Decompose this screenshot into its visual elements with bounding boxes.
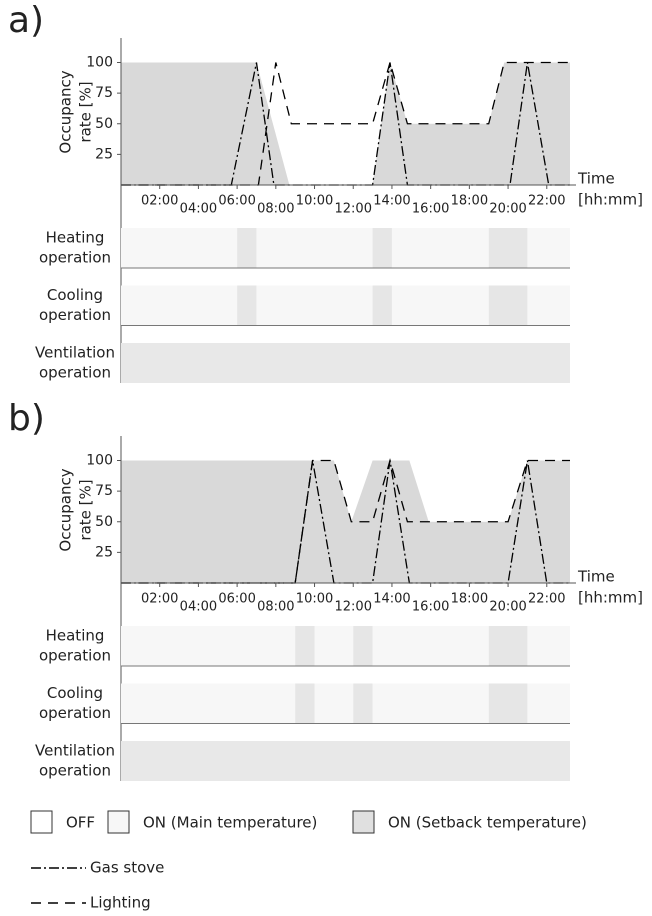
operation-period — [488, 683, 528, 724]
operation-period — [295, 626, 315, 666]
operation-period — [527, 285, 570, 326]
y-tick-label: 75 — [95, 85, 113, 101]
operation-period — [488, 285, 528, 326]
y-axis-label: rate [%] — [77, 81, 95, 142]
operation-period — [527, 683, 570, 724]
x-tick-label: 02:00 — [141, 592, 178, 607]
operation-period — [237, 228, 257, 268]
operation-label: operation — [39, 762, 111, 780]
x-tick-label: 10:00 — [296, 194, 333, 209]
legend-label: Lighting — [90, 894, 151, 912]
operation-period — [237, 285, 257, 326]
operation-period — [488, 228, 528, 268]
operation-period — [295, 683, 315, 724]
x-tick-label: 06:00 — [218, 194, 255, 209]
legend-box — [30, 810, 53, 834]
x-tick-label: 06:00 — [218, 592, 255, 607]
x-axis-label: Time — [577, 568, 615, 586]
y-axis-label: Occupancy — [57, 468, 75, 551]
x-tick-label: 10:00 — [296, 592, 333, 607]
x-tick-label: 18:00 — [451, 592, 488, 607]
y-tick-label: 50 — [95, 116, 113, 132]
x-tick-label: 16:00 — [412, 600, 449, 615]
operation-period — [372, 285, 392, 326]
legend-label: OFF — [66, 814, 95, 832]
operation-period — [121, 741, 570, 781]
x-tick-label: 18:00 — [451, 194, 488, 209]
operation-period — [391, 285, 489, 326]
operation-period — [314, 626, 354, 666]
operation-period — [527, 228, 570, 268]
operation-label: Cooling — [47, 286, 103, 304]
operation-label: Ventilation — [35, 344, 115, 362]
operation-period — [353, 626, 373, 666]
series-line — [121, 458, 570, 584]
operation-period — [372, 626, 489, 666]
legend-box — [352, 810, 375, 834]
x-tick-label: 04:00 — [180, 600, 217, 615]
operation-period — [121, 285, 238, 326]
legend-label: Gas stove — [90, 859, 164, 877]
occupancy-area — [121, 62, 570, 185]
operation-period — [121, 228, 238, 268]
y-axis-label: Occupancy — [57, 70, 75, 153]
operation-period — [527, 626, 570, 666]
x-tick-label: 12:00 — [335, 202, 372, 217]
x-tick-label: 02:00 — [141, 194, 178, 209]
operation-label: Heating — [46, 627, 105, 645]
y-tick-label: 100 — [86, 453, 113, 469]
legend-label: ON (Main temperature) — [143, 814, 317, 832]
y-tick-label: 50 — [95, 514, 113, 530]
x-tick-label: 04:00 — [180, 202, 217, 217]
x-tick-label: 20:00 — [489, 202, 526, 217]
legend-box — [107, 810, 130, 834]
operation-label: operation — [39, 364, 111, 382]
x-tick-label: 12:00 — [335, 600, 372, 615]
panel-label: b) — [8, 398, 45, 439]
panel-label: a) — [8, 0, 44, 41]
legend-label: ON (Setback temperature) — [388, 814, 587, 832]
x-tick-label: 14:00 — [373, 194, 410, 209]
x-tick-label: 16:00 — [412, 202, 449, 217]
operation-period — [256, 285, 373, 326]
operation-label: operation — [39, 306, 111, 324]
operation-label: operation — [39, 647, 111, 665]
x-tick-label: 20:00 — [489, 600, 526, 615]
operation-period — [256, 228, 373, 268]
operation-label: Cooling — [47, 684, 103, 702]
x-axis-label: [hh:mm] — [578, 191, 643, 209]
x-tick-label: 14:00 — [373, 592, 410, 607]
operation-label: operation — [39, 704, 111, 722]
y-tick-label: 25 — [95, 544, 113, 560]
y-axis-label: rate [%] — [77, 479, 95, 540]
operation-period — [353, 683, 373, 724]
y-tick-label: 25 — [95, 146, 113, 162]
operation-period — [372, 228, 392, 268]
x-tick-label: 22:00 — [528, 194, 565, 209]
operation-period — [121, 683, 296, 724]
operation-period — [488, 626, 528, 666]
operation-period — [391, 228, 489, 268]
operation-label: operation — [39, 249, 111, 267]
operation-label: Heating — [46, 229, 105, 247]
operation-period — [372, 683, 489, 724]
operation-period — [121, 343, 570, 383]
operation-label: Ventilation — [35, 742, 115, 760]
x-tick-label: 08:00 — [257, 600, 294, 615]
x-axis-label: Time — [577, 170, 615, 188]
operation-period — [314, 683, 354, 724]
occupancy-area — [121, 460, 570, 583]
y-tick-label: 100 — [86, 55, 113, 71]
operation-period — [121, 626, 296, 666]
series-line — [121, 62, 570, 186]
x-tick-label: 08:00 — [257, 202, 294, 217]
y-tick-label: 75 — [95, 483, 113, 499]
x-tick-label: 22:00 — [528, 592, 565, 607]
x-axis-label: [hh:mm] — [578, 589, 643, 607]
